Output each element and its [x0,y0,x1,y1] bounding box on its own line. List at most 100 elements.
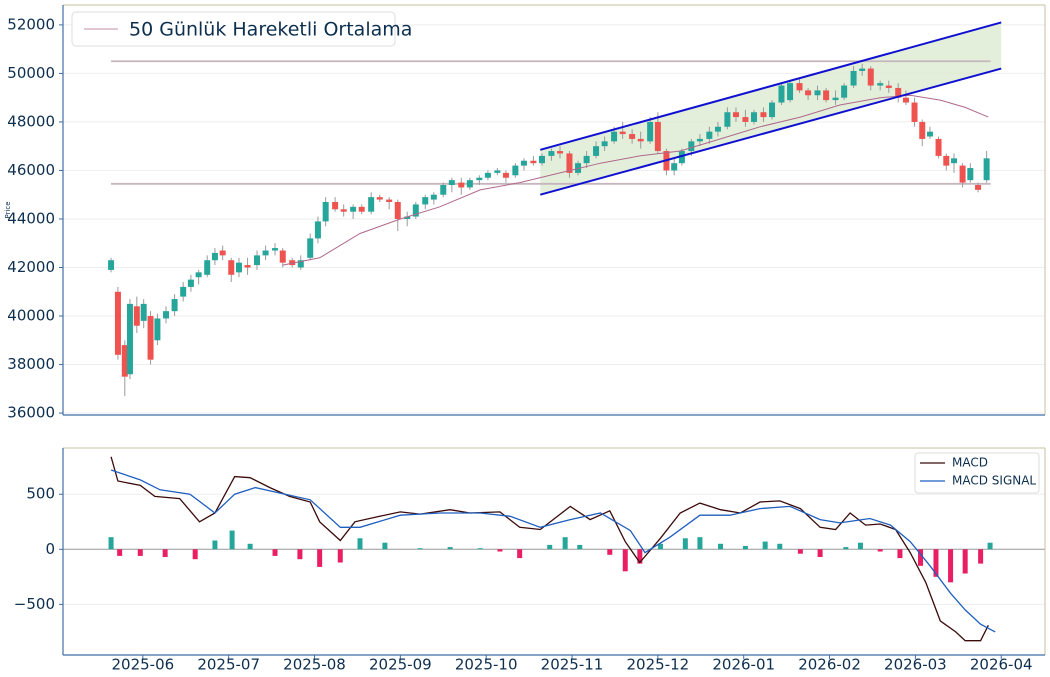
candle-body [297,260,304,268]
candle-body [204,260,211,275]
candle-body [368,197,375,212]
histogram-bar [918,549,924,566]
candle-body [841,85,848,98]
y-tick-label: −500 [14,595,55,613]
histogram-bar [607,549,613,555]
candle-body [340,209,347,212]
histogram-bar [162,549,168,558]
candle-body [494,170,501,173]
x-tick-label: 2025-06 [111,656,174,674]
histogram-bar [857,542,863,550]
histogram-bar [877,549,883,552]
candle-body [126,303,133,375]
histogram-bar [962,549,968,574]
candle-body [211,252,218,261]
candle-body [219,250,226,256]
candle-body [967,168,974,181]
candle-body [422,197,429,205]
x-tick-label: 2026-04 [970,656,1033,674]
candle-body [959,165,966,183]
x-tick-label: 2025-07 [197,656,260,674]
candle-body [557,151,564,154]
histogram-bar [718,543,724,550]
histogram-bar [337,549,343,563]
histogram-bar [777,543,783,550]
candle-body [332,201,339,210]
candle-body [244,265,251,268]
histogram-bar [317,549,323,567]
channel-line [539,21,1002,151]
candle-body [404,216,411,219]
candle-body [171,299,178,312]
candle-body [943,155,950,166]
histogram-bar [897,549,903,559]
candle-body [430,194,437,200]
candle-body [975,185,982,190]
histogram-bar [817,549,823,558]
histogram-bar [212,540,218,550]
candle-body [732,112,739,118]
x-tick-label: 2025-10 [455,656,518,674]
histogram-bar [657,543,663,550]
candle-body [778,85,785,103]
candle-body [671,163,678,171]
candle-body [911,102,918,122]
candle-body [885,85,892,88]
histogram-bar [357,538,363,550]
candle-body [935,138,942,156]
x-tick-label: 2025-08 [283,656,346,674]
legend-label: MACD [952,456,988,470]
histogram-bar [247,543,253,550]
legend-label: MACD SIGNAL [952,474,1036,488]
candle-body [279,250,286,263]
candle-body [466,180,473,188]
candle-body [548,151,555,156]
histogram-bar [382,542,388,550]
candle-body [823,90,830,101]
candle-body [448,180,455,186]
histogram-bar [477,548,483,550]
candle-body [742,117,749,122]
histogram-bar [547,544,553,550]
candle-body [520,160,527,166]
candle-body [394,201,401,219]
candle-body [458,182,465,188]
candle-body [769,102,776,118]
legend-box [914,452,1040,494]
candle-body [140,303,147,321]
candle-body [575,163,582,173]
histogram-bar [272,549,278,556]
histogram-bar [948,549,954,583]
histogram-bar [562,537,568,550]
candle-body [163,311,170,319]
candle-body [412,204,419,217]
candle-body [108,260,115,270]
candle-body [654,121,661,152]
candle-body [724,112,731,127]
candle-body [895,87,902,98]
y-tick-label: 44000 [7,209,55,227]
candle-body [121,345,128,377]
x-tick-label: 2026-01 [712,656,775,674]
candle-body [796,83,803,91]
candle-body [678,151,685,164]
histogram-bar [447,547,453,550]
candle-body [187,279,194,287]
y-tick-label: 48000 [7,112,55,130]
candle-body [180,286,187,297]
candle-body [476,177,483,181]
histogram-bar [637,549,643,564]
candle-body [502,172,509,178]
y-tick-label: 50000 [7,64,55,82]
candle-body [619,131,626,135]
candle-body [530,160,537,164]
candle-body [512,165,519,176]
histogram-bar [297,549,303,560]
histogram-bar [108,537,114,550]
candle-body [350,206,357,212]
histogram-bar [762,541,768,550]
candle-body [787,83,794,101]
histogram-bar [697,537,703,550]
x-tick-label: 2025-09 [369,656,432,674]
